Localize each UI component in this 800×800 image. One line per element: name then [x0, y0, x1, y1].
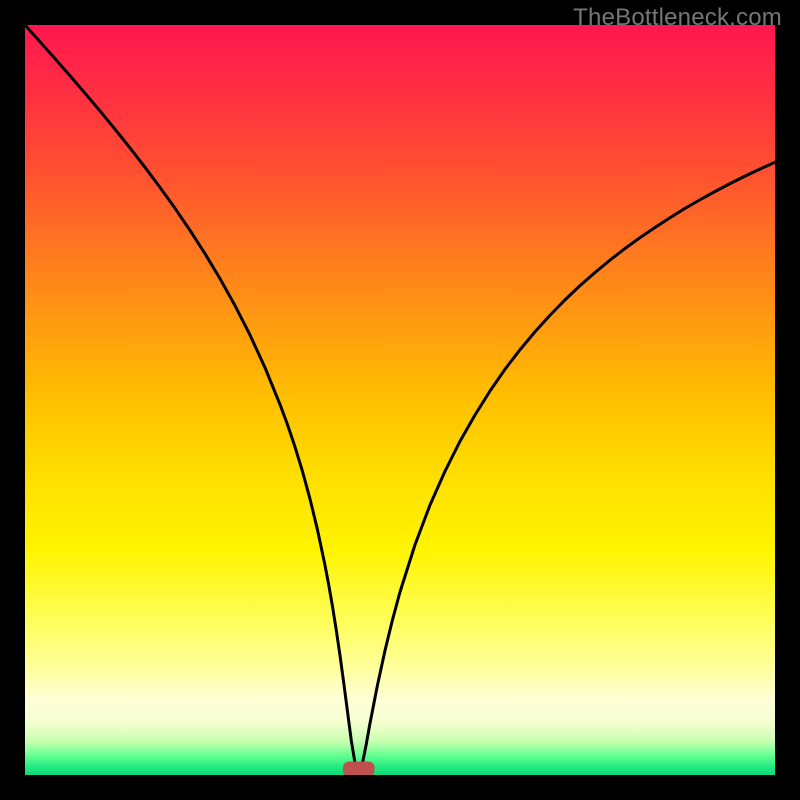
- gradient-background: [25, 25, 775, 775]
- chart-container: TheBottleneck.com: [0, 0, 800, 800]
- optimal-point-marker: [343, 762, 375, 776]
- plot-area: [25, 25, 775, 775]
- chart-svg: [25, 25, 775, 775]
